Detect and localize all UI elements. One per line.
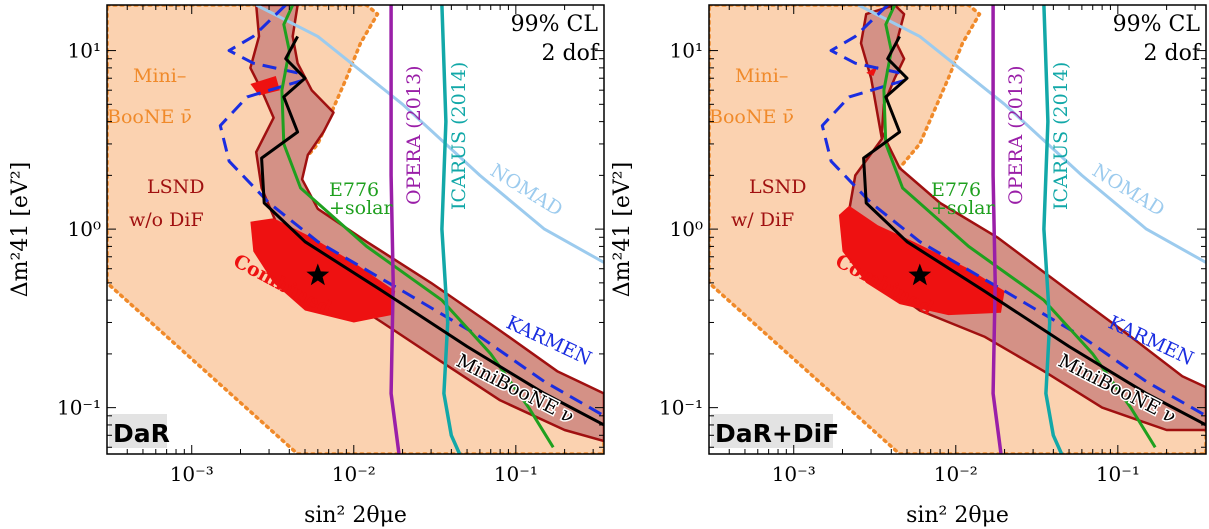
label-icarus: ICARUS (2014) xyxy=(448,62,470,210)
label-e776-sub: +solar xyxy=(329,197,394,219)
series-e776 xyxy=(882,5,1157,449)
series-icarus xyxy=(1042,5,1064,454)
series-miniboone xyxy=(260,35,604,427)
x-tick-label: 10⁻¹ xyxy=(494,462,538,486)
y-tick-label: 10⁰ xyxy=(670,217,703,241)
series-miniboone xyxy=(862,35,1206,427)
cl-line-2: 2 dof xyxy=(542,41,600,66)
x-axis-title: sin² 2θμe xyxy=(906,503,1009,528)
label-miniboone-antinu-1: Mini– xyxy=(735,65,788,87)
panel-badge: DaR+DiF xyxy=(715,419,839,448)
series-karmen xyxy=(820,5,1206,418)
panel-badge: DaR xyxy=(113,419,170,448)
best-fit-star xyxy=(306,263,330,286)
y-axis-title: Δm²41 [eV²] xyxy=(8,162,33,297)
label-miniboone-antinu-2: BooNE ν̄ xyxy=(107,106,192,128)
x-tick-label: 10⁻¹ xyxy=(1096,462,1140,486)
y-tick-label: 10⁻¹ xyxy=(659,396,703,420)
series-lsnd xyxy=(249,5,604,443)
y-tick-label: 10¹ xyxy=(68,39,101,63)
x-tick-label: 10⁻² xyxy=(332,462,376,486)
series-karmen xyxy=(218,5,604,418)
panel-badge-bg xyxy=(109,414,167,448)
label-lsnd-2: w/ DiF xyxy=(731,209,794,231)
series-icarus xyxy=(440,5,462,454)
label-opera: OPERA (2013) xyxy=(403,66,425,205)
panel-badge-bg xyxy=(711,414,833,448)
series-combined xyxy=(250,218,396,323)
axis-ticks xyxy=(708,5,1206,454)
series-lsnd xyxy=(844,5,1206,432)
cl-line-2: 2 dof xyxy=(1144,41,1202,66)
series-nomad xyxy=(857,5,1206,264)
label-e776: E776 xyxy=(329,179,379,201)
x-tick-label: 10⁻² xyxy=(934,462,978,486)
label-icarus: ICARUS (2014) xyxy=(1050,62,1072,210)
best-fit-star xyxy=(908,263,932,286)
series-nomad xyxy=(255,5,604,264)
x-tick-label: 10⁻³ xyxy=(170,462,214,486)
y-tick-label: 10⁻¹ xyxy=(57,396,101,420)
label-miniboone-antinu-1: Mini– xyxy=(133,65,186,87)
cl-line-1: 99% CL xyxy=(1113,12,1201,37)
series-e776 xyxy=(280,5,555,449)
y-tick-label: 10¹ xyxy=(670,39,703,63)
x-tick-label: 10⁻³ xyxy=(772,462,816,486)
series-combined xyxy=(838,205,1005,316)
axis-ticks xyxy=(106,5,604,454)
label-e776-sub: +solar xyxy=(931,197,996,219)
y-tick-label: 10⁰ xyxy=(68,217,101,241)
cl-line-1: 99% CL xyxy=(511,12,599,37)
x-axis-title: sin² 2θμe xyxy=(304,503,407,528)
y-axis-title: Δm²41 [eV²] xyxy=(610,162,635,297)
series-opera xyxy=(991,5,1003,454)
series-opera xyxy=(389,5,401,454)
label-lsnd-1: LSND xyxy=(749,176,807,198)
label-lsnd-1: LSND xyxy=(147,176,205,198)
label-opera: OPERA (2013) xyxy=(1005,66,1027,205)
label-lsnd-2: w/o DiF xyxy=(129,209,204,231)
label-miniboone-antinu-2: BooNE ν̄ xyxy=(709,106,794,128)
label-e776: E776 xyxy=(931,179,981,201)
